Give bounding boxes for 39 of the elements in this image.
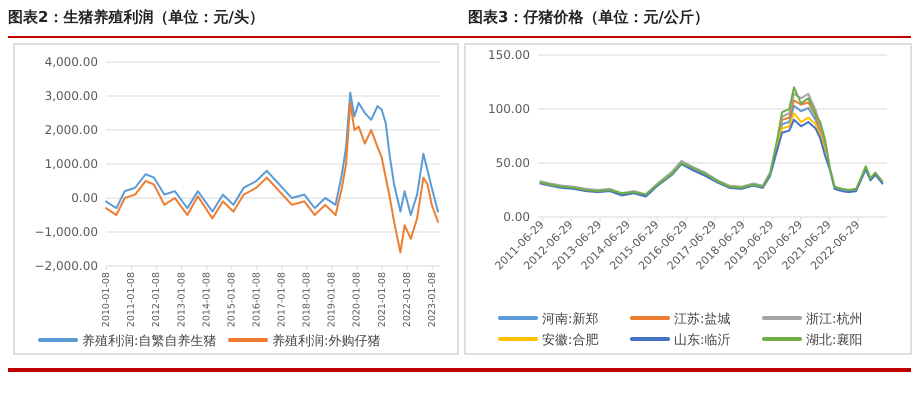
y-tick-label: 4,000.00 <box>44 55 98 69</box>
x-tick-label: 2023-01-08 <box>426 272 438 328</box>
legend-label: 浙江:杭州 <box>806 312 862 327</box>
y-tick-label: 3,000.00 <box>44 89 98 103</box>
x-tick-label: 2017-01-08 <box>276 272 288 328</box>
line-series <box>105 102 439 254</box>
x-tick-label: 2014-01-08 <box>201 272 212 328</box>
legend-label: 养殖利润:自繁自养生猪 <box>82 333 216 349</box>
x-tick-label: 2015-01-08 <box>226 272 238 328</box>
x-tick-label: 2018-01-08 <box>302 272 313 328</box>
legend-label: 河南:新郑 <box>542 312 598 327</box>
y-tick-label: 0.00 <box>503 210 530 224</box>
line-series <box>539 118 884 198</box>
x-tick-label: 2016-01-08 <box>251 272 262 328</box>
x-tick-label: 2022-01-08 <box>402 272 413 328</box>
y-tick-label: −2,000.00 <box>34 259 98 273</box>
legend-label: 湖北:襄阳 <box>806 332 862 348</box>
x-tick-label: 2010-01-08 <box>101 272 112 328</box>
y-tick-label: 1,000.00 <box>44 157 98 171</box>
x-tick-label: 2013-01-08 <box>176 272 188 328</box>
y-tick-label: 150.00 <box>488 48 530 62</box>
y-tick-label: 0.00 <box>71 191 98 205</box>
legend-label: 山东:临沂 <box>674 333 730 348</box>
legend-label: 养殖利润:外购仔猪 <box>272 333 380 349</box>
y-tick-label: −1,000.00 <box>34 225 98 239</box>
line-series <box>105 92 439 216</box>
x-tick-label: 2012-01-08 <box>151 272 162 328</box>
legend-label: 江苏:盐城 <box>674 312 730 327</box>
y-tick-label: 100.00 <box>488 102 530 116</box>
y-tick-label: 50.00 <box>496 156 530 170</box>
x-tick-label: 2019-01-08 <box>326 272 338 328</box>
chart-title: 图表2：生猪养殖利润（单位：元/头） <box>8 8 264 26</box>
y-tick-label: 2,000.00 <box>44 123 98 137</box>
line-series <box>776 112 826 154</box>
x-tick-label: 2020-01-08 <box>352 272 363 328</box>
x-tick-label: 2011-01-08 <box>126 272 138 328</box>
x-tick-label: 2021-01-08 <box>376 272 388 328</box>
chart-title: 图表3：仔猪价格（单位：元/公斤） <box>468 8 709 26</box>
legend-label: 安徽:合肥 <box>542 332 598 348</box>
